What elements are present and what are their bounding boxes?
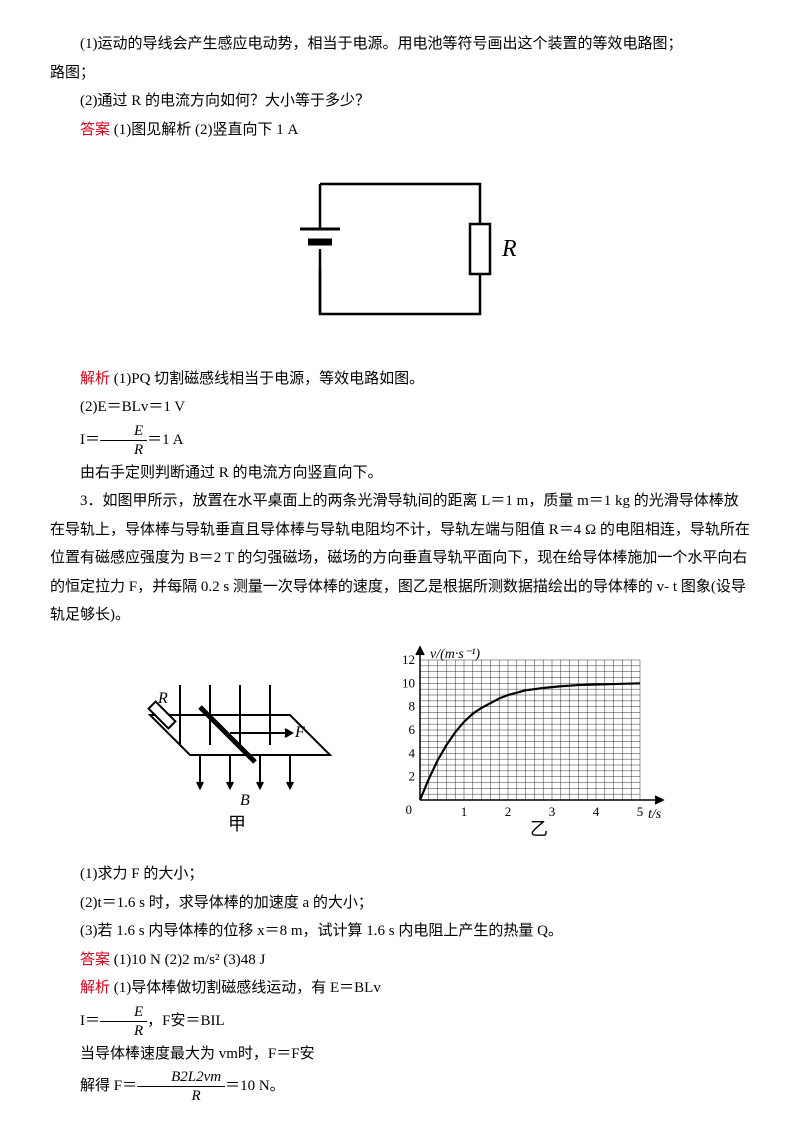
circuit-figure: R — [50, 154, 750, 355]
q3-eq3: 当导体棒速度最大为 vm时，F＝F安 — [50, 1040, 750, 1069]
q3-p2: (2)t＝1.6 s 时，求导体棒的加速度 a 的大小； — [50, 889, 750, 918]
svg-text:4: 4 — [409, 745, 416, 760]
svg-text:4: 4 — [593, 804, 600, 819]
solution-text: (1)导体棒做切割磁感线运动，有 E＝BLv — [110, 980, 381, 996]
answer-label: 答案 — [80, 122, 110, 138]
solution-label: 解析 — [80, 371, 110, 387]
svg-text:2: 2 — [409, 768, 416, 783]
left-caption: 甲 — [228, 814, 246, 834]
left-R: R — [157, 690, 168, 707]
fraction: ER — [100, 422, 147, 459]
q3-answer: 答案 (1)10 N (2)2 m/s² (3)48 J — [50, 946, 750, 975]
answer-text: (1)图见解析 (2)竖直向下 1 A — [110, 122, 298, 138]
q3-eq4: 解得 F＝B2L2vmR＝10 N。 — [50, 1068, 750, 1105]
eq-pre: 解得 F＝ — [80, 1078, 137, 1094]
diagram-left: R F B 甲 — [149, 685, 330, 834]
frac-den: R — [100, 441, 147, 459]
left-F: F — [294, 724, 305, 741]
q1-eq1: (2)E＝BLv＝1 V — [50, 393, 750, 422]
solution-text: (1)PQ 切割磁感线相当于电源，等效电路如图。 — [110, 371, 424, 387]
xlabel: t/s — [648, 807, 662, 822]
answer-text: (1)10 N (2)2 m/s² (3)48 J — [110, 952, 265, 968]
q3-p1: (1)求力 F 的大小； — [50, 860, 750, 889]
eq-post: ＝10 N。 — [225, 1078, 285, 1094]
frac-num: E — [100, 422, 147, 441]
frac-den: R — [137, 1087, 225, 1105]
frac-den: R — [100, 1022, 147, 1040]
q3-eq2: I＝ER，F安＝BIL — [50, 1003, 750, 1040]
q3-p3: (3)若 1.6 s 内导体棒的位移 x＝8 m，试计算 1.6 s 内电阻上产… — [50, 917, 750, 946]
R-label: R — [501, 236, 517, 262]
circuit-svg: R — [270, 154, 530, 344]
eq-post: ＝1 A — [147, 431, 183, 447]
q1-part2: (2)通过 R 的电流方向如何？大小等于多少？ — [50, 87, 750, 116]
svg-text:6: 6 — [409, 722, 416, 737]
q1-solution: 解析 (1)PQ 切割磁感线相当于电源，等效电路如图。 — [50, 365, 750, 394]
svg-text:12: 12 — [402, 652, 415, 667]
eq-pre: I＝ — [80, 1012, 100, 1028]
ylabel: v/(m·s⁻¹) — [430, 647, 480, 662]
eq-pre: I＝ — [80, 431, 100, 447]
svg-text:8: 8 — [409, 698, 416, 713]
fraction: B2L2vmR — [137, 1068, 225, 1105]
q1-eq2: I＝ER＝1 A — [50, 422, 750, 459]
solution-label: 解析 — [80, 980, 110, 996]
q1-part1: (1)运动的导线会产生感应电动势，相当于电源。用电池等符号画出这个装置的等效电路… — [50, 30, 750, 59]
left-B: B — [240, 792, 250, 809]
svg-text:0: 0 — [406, 802, 413, 817]
right-caption: 乙 — [530, 819, 548, 839]
chart-right: v/(m·s⁻¹) t/s 123450 24681012 乙 — [402, 647, 663, 839]
q1-trail: 路图； — [50, 59, 750, 88]
q3-solution: 解析 (1)导体棒做切割磁感线运动，有 E＝BLv — [50, 974, 750, 1003]
q3-stem: 3．如图甲所示，放置在水平桌面上的两条光滑导轨间的距离 L＝1 m，质量 m＝1… — [50, 487, 750, 630]
q1-eq3: 由右手定则判断通过 R 的电流方向竖直向下。 — [50, 459, 750, 488]
frac-num: E — [100, 1003, 147, 1022]
eq-post: ，F安＝BIL — [147, 1012, 225, 1028]
fraction: ER — [100, 1003, 147, 1040]
svg-text:2: 2 — [505, 804, 512, 819]
frac-num: B2L2vm — [137, 1068, 225, 1087]
svg-text:5: 5 — [637, 804, 644, 819]
q3-svg: R F B 甲 v/(m·s⁻¹) t/s 123450 24681012 乙 — [120, 640, 680, 840]
q3-figures: R F B 甲 v/(m·s⁻¹) t/s 123450 24681012 乙 — [50, 640, 750, 851]
svg-text:10: 10 — [402, 675, 415, 690]
answer-label: 答案 — [80, 952, 110, 968]
q1-answer: 答案 (1)图见解析 (2)竖直向下 1 A — [50, 116, 750, 145]
svg-text:1: 1 — [461, 804, 468, 819]
svg-text:3: 3 — [549, 804, 556, 819]
